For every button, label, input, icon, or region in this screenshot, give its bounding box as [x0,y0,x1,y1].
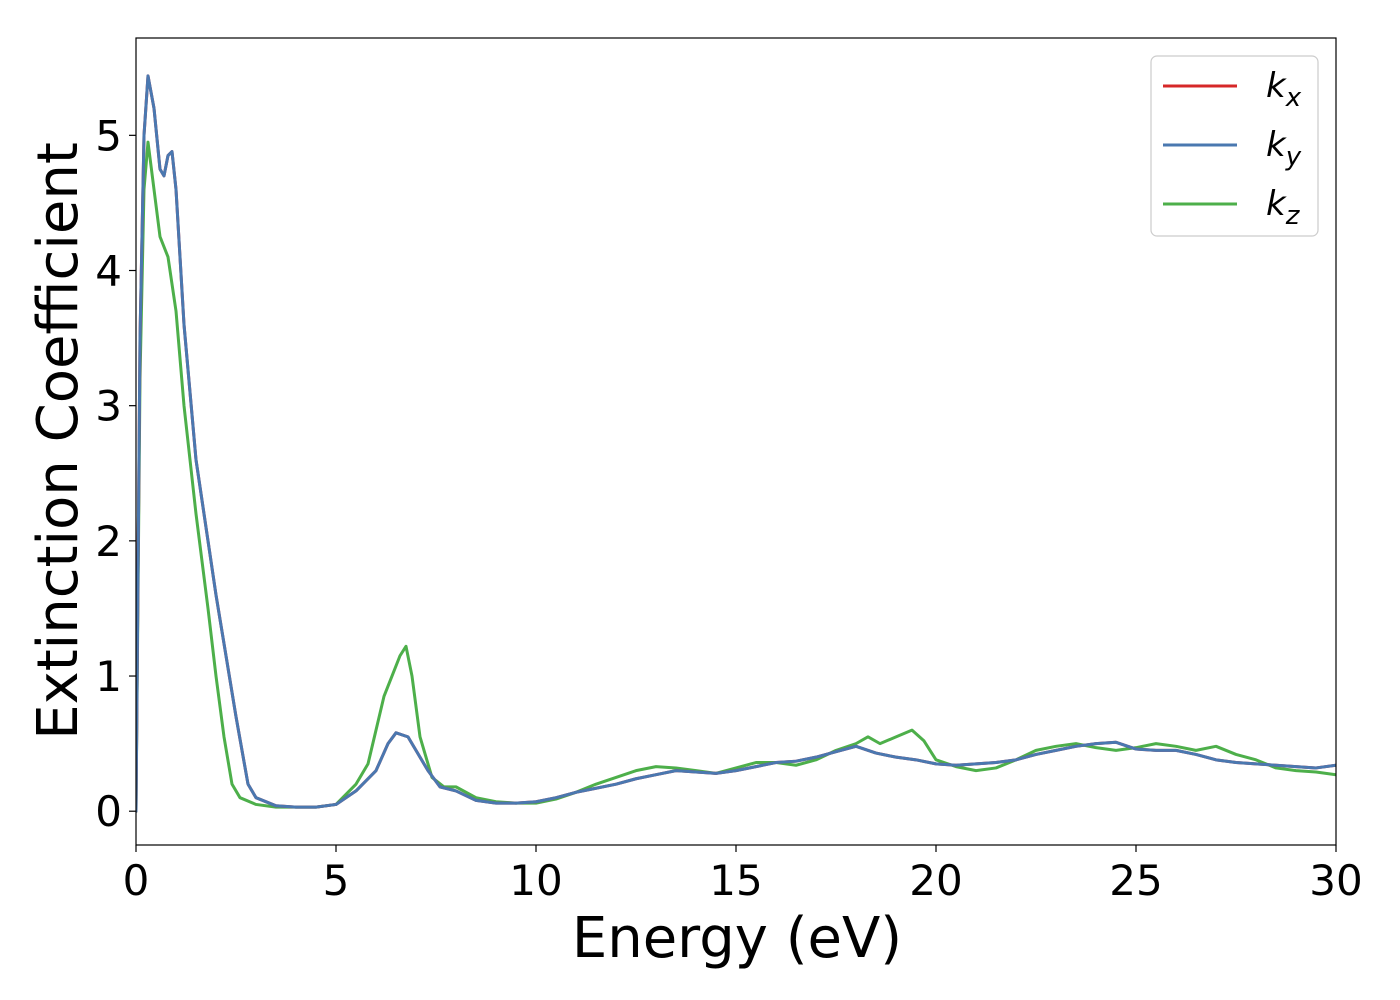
x-axis-label: Energy (eV) [572,906,902,971]
x-tick-label: 30 [1309,856,1362,905]
x-tick-label: 5 [323,856,350,905]
x-tick-label: 0 [123,856,150,905]
x-tick-label: 25 [1109,856,1162,905]
series-layer [136,74,1336,813]
x-tick-label: 15 [709,856,762,905]
series-line-z [136,140,1336,813]
y-tick-label: 5 [95,111,122,160]
y-tick-label: 2 [95,517,122,566]
y-tick-label: 0 [95,787,122,836]
x-tick-label: 10 [509,856,562,905]
x-axis-ticks: 0 5 10 15 20 25 30 [123,845,1363,905]
plot-area [135,37,1337,846]
legend-label-x: kx [1266,66,1302,113]
x-tick-label: 20 [909,856,962,905]
legend-label-z: kz [1266,184,1301,231]
y-tick-label: 3 [95,382,122,431]
y-axis-label: Extinction Coefficient [26,142,91,740]
legend: kx ky kz [1150,55,1319,237]
y-tick-label: 1 [95,652,122,701]
y-axis-ticks: 0 1 2 3 4 5 [95,111,136,836]
y-tick-label: 4 [95,247,122,296]
series-line-y [136,74,1336,813]
legend-label-y: ky [1266,125,1302,172]
